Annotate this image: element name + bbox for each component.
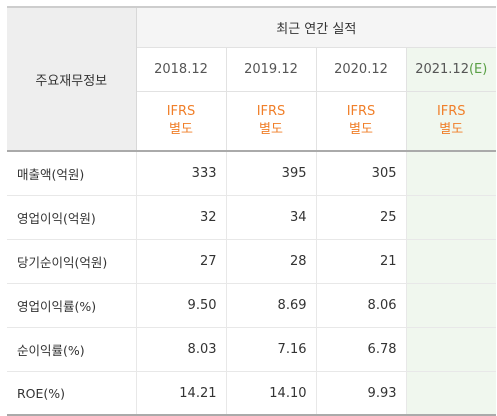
value-cell: 28 [226,239,317,284]
value-cell: 9.50 [136,283,227,328]
header-row-ifrs: IFRS 별도 IFRS 별도 IFRS 별도 IFRS 별도 [7,91,497,152]
value-cell: 25 [316,195,407,240]
estimate-cell [405,371,497,416]
financial-table: 주요재무정보 최근 연간 실적 2018.12 2019.12 2020.12 … [7,6,497,416]
header-row-group: 주요재무정보 최근 연간 실적 [7,6,497,152]
value-cell: 305 [316,151,407,196]
estimate-year: 2021.12 [415,62,469,77]
year-header-2021-estimate: 2021.12(E) [405,47,497,92]
value-cell: 8.03 [136,327,227,372]
ifrs-basis-label: 별도 [169,122,193,137]
estimate-cell [405,151,497,196]
annual-results-header: 최근 연간 실적 [136,6,497,48]
value-cell: 8.06 [316,283,407,328]
row-label: ROE(%) [7,371,137,416]
ifrs-basis-label: 별도 [349,122,373,137]
ifrs-tag: IFRS 별도 [316,91,407,152]
value-cell: 395 [226,151,317,196]
ifrs-label: IFRS [436,104,466,119]
value-cell: 8.69 [226,283,317,328]
label-column-header: 주요재무정보 [7,6,137,152]
value-cell: 27 [136,239,227,284]
value-cell: 14.21 [136,371,227,416]
value-cell: 6.78 [316,327,407,372]
year-header-2019: 2019.12 [226,47,317,92]
table-row: 당기순이익(억원) 27 28 21 [7,239,497,284]
value-cell: 7.16 [226,327,317,372]
row-label: 매출액(억원) [7,151,137,196]
ifrs-basis-label: 별도 [259,122,283,137]
ifrs-label: IFRS [166,104,196,119]
table-row: 매출액(억원) 333 395 305 [7,151,497,196]
value-cell: 14.10 [226,371,317,416]
estimate-cell [405,327,497,372]
row-label: 영업이익(억원) [7,195,137,240]
table-row: ROE(%) 14.21 14.10 9.93 [7,371,497,416]
value-cell: 32 [136,195,227,240]
ifrs-basis-label: 별도 [439,122,464,137]
estimate-marker: (E) [468,62,488,77]
header-row-years: 2018.12 2019.12 2020.12 2021.12(E) [7,47,497,92]
row-label: 당기순이익(억원) [7,239,137,284]
table-row: 영업이익률(%) 9.50 8.69 8.06 [7,283,497,328]
ifrs-tag: IFRS 별도 [226,91,317,152]
row-label: 순이익률(%) [7,327,137,372]
table-row: 영업이익(억원) 32 34 25 [7,195,497,240]
ifrs-tag: IFRS 별도 [136,91,227,152]
value-cell: 34 [226,195,317,240]
value-cell: 21 [316,239,407,284]
estimate-cell [405,283,497,328]
table-row: 순이익률(%) 8.03 7.16 6.78 [7,327,497,372]
year-header-2020: 2020.12 [316,47,407,92]
ifrs-label: IFRS [346,104,376,119]
value-cell: 9.93 [316,371,407,416]
estimate-cell [405,239,497,284]
row-label: 영업이익률(%) [7,283,137,328]
estimate-cell [405,195,497,240]
ifrs-label: IFRS [256,104,286,119]
value-cell: 333 [136,151,227,196]
year-header-2018: 2018.12 [136,47,227,92]
ifrs-tag: IFRS 별도 [405,91,497,152]
